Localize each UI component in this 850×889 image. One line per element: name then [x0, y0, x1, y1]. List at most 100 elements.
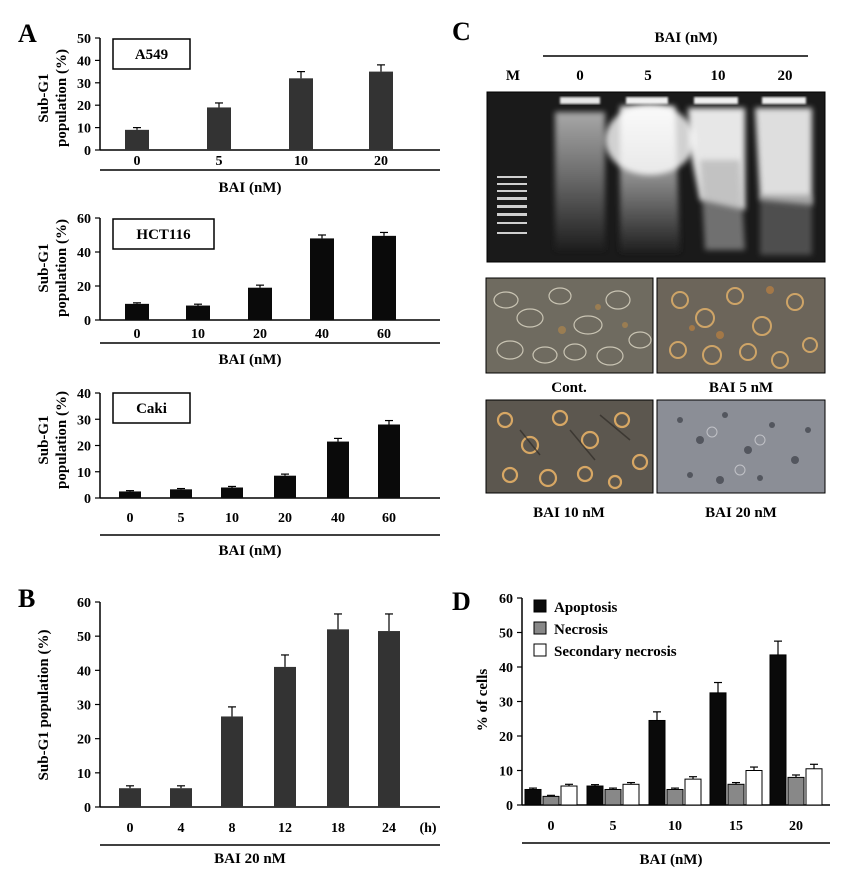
bar-secondary-necrosis [684, 778, 702, 806]
bar [221, 487, 243, 498]
cell-line-box [112, 218, 215, 250]
bar-apoptosis [648, 719, 666, 806]
y-tick-label: 40 [77, 246, 91, 261]
bar-secondary-necrosis [745, 770, 763, 806]
x-tick-label: 10 [668, 819, 682, 834]
x-tick-label: 15 [729, 819, 743, 834]
x-tick-label: 20 [278, 511, 292, 526]
y-tick-label: 20 [77, 733, 91, 748]
y-axis-label-line2: population (%) [54, 49, 70, 147]
bar [378, 424, 400, 498]
y-tick-label: 50 [77, 630, 91, 645]
x-tick-label: 20 [374, 154, 388, 169]
bar [274, 475, 296, 498]
bar-secondary-necrosis [560, 785, 578, 806]
x-tick-label: 5 [610, 819, 617, 834]
bar-necrosis [787, 776, 805, 806]
x-tick-label: 5 [178, 511, 185, 526]
micrograph-bai-20-label: BAI 20 nM [705, 505, 777, 521]
gel-lane-10: 10 [711, 68, 726, 84]
y-tick-label: 10 [77, 466, 91, 481]
bar [327, 441, 349, 498]
x-tick-label: 0 [127, 511, 134, 526]
x-axis-label: BAI (nM) [219, 180, 282, 196]
bar [170, 489, 192, 498]
x-axis-label: BAI (nM) [219, 352, 282, 368]
gel-image [486, 91, 826, 263]
legend-label: Secondary necrosis [554, 644, 677, 660]
x-tick-label: 4 [178, 821, 185, 836]
y-axis-label: Sub-G1 population (%) [36, 630, 52, 781]
bar-apoptosis [524, 788, 542, 806]
gel-lane-m: M [506, 68, 520, 84]
bar [125, 129, 149, 150]
y-tick-label: 20 [77, 99, 91, 114]
y-tick-label: 30 [77, 699, 91, 714]
bar [327, 629, 349, 807]
bar [221, 716, 243, 807]
x-tick-label: 5 [216, 154, 223, 169]
x-tick-label: 20 [789, 819, 803, 834]
y-axis-label: % of cells [475, 669, 491, 732]
y-axis-label-line2: population (%) [54, 219, 70, 317]
cell-line-box [112, 392, 191, 424]
y-tick-label: 0 [506, 799, 513, 814]
x-axis-label: BAI 20 nM [214, 851, 286, 867]
y-tick-label: 0 [84, 801, 91, 816]
y-tick-label: 10 [499, 765, 513, 780]
cell-line-label: HCT116 [136, 227, 191, 243]
micrograph-bai-5 [656, 277, 826, 374]
bar [186, 305, 210, 320]
y-tick-label: 60 [77, 596, 91, 611]
bar-secondary-necrosis [805, 768, 823, 806]
x-tick-label: 10 [294, 154, 308, 169]
x-tick-label: 18 [331, 821, 345, 836]
gel-lane-0: 0 [576, 68, 584, 84]
y-tick-label: 50 [499, 627, 513, 642]
bar [369, 71, 393, 150]
bar [119, 788, 141, 807]
legend-label: Apoptosis [554, 600, 618, 616]
x-tick-label: 60 [377, 327, 391, 342]
bar [274, 666, 296, 807]
bar-necrosis [604, 788, 622, 806]
y-tick-label: 60 [77, 212, 91, 227]
legend-swatch [533, 599, 547, 613]
bar [378, 631, 400, 807]
panel-label-b: B [18, 584, 35, 613]
x-tick-label: 24 [382, 821, 396, 836]
x-tick-label: 20 [253, 327, 267, 342]
panel-label-c: C [452, 17, 471, 46]
chart-hct116: 0 20 40 60 0 10 20 40 60 BAI (nM) HCT116 Sub-G1 popu… [36, 212, 440, 368]
chart-caki: 0 10 20 30 40 0 5 10 20 40 60 BAI (nM) Caki Sub-G1 pop… [36, 387, 440, 559]
bar-apoptosis [769, 654, 787, 806]
legend-label: Necrosis [554, 622, 608, 638]
bar [170, 788, 192, 807]
bar [310, 238, 334, 320]
y-tick-label: 50 [77, 32, 91, 47]
micrograph-cont-label: Cont. [551, 380, 587, 396]
micrograph-bai-10-label: BAI 10 nM [533, 505, 605, 521]
x-tick-label: 8 [229, 821, 236, 836]
bar-apoptosis [586, 785, 604, 806]
micrograph-cont [485, 277, 654, 374]
y-tick-label: 20 [77, 440, 91, 455]
y-tick-label: 40 [499, 661, 513, 676]
micrograph-bai-10 [485, 399, 654, 494]
y-tick-label: 10 [77, 122, 91, 137]
y-tick-label: 0 [84, 144, 91, 159]
chart-time-course: 0 10 20 30 40 50 60 0 4 8 12 18 24 BAI 20 nM (h) Sub-G1… [36, 596, 440, 867]
x-unit-label: (h) [419, 821, 436, 836]
y-axis-label-line1: Sub-G1 [36, 73, 52, 122]
x-tick-label: 12 [278, 821, 292, 836]
x-axis-label: BAI (nM) [219, 543, 282, 559]
bar-necrosis [542, 795, 560, 806]
gel-panel: BAI (nM) M 0 5 10 20 [486, 30, 826, 263]
cell-line-box [112, 38, 191, 70]
gel-header: BAI (nM) [655, 30, 718, 46]
x-tick-label: 60 [382, 511, 396, 526]
bar-apoptosis [709, 692, 727, 806]
gel-lane-5: 5 [644, 68, 652, 84]
panel-label-d: D [452, 587, 471, 616]
chart-a549: 0 10 20 30 40 50 0 5 10 20 BAI (nM) A549 Sub-G1 popul… [36, 32, 440, 196]
